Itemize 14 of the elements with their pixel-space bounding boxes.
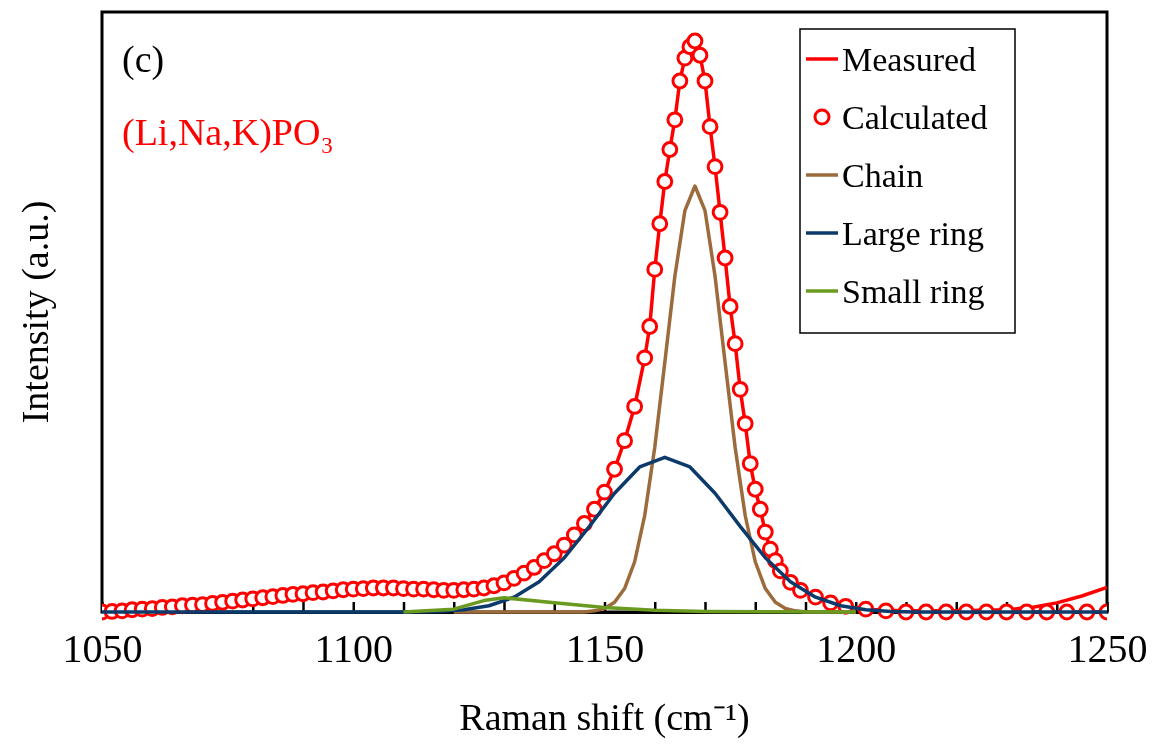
annotation: (Li,Na,K)PO₃ [122,111,334,154]
x-tick-label: 1200 [816,626,897,672]
legend-label: Measured [842,41,977,78]
x-tick-label: 1250 [1067,626,1148,672]
x-tick-label: 1100 [314,626,394,672]
legend-label: Small ring [842,273,985,310]
y-axis-title: Intensity (a.u.) [14,200,57,424]
legend-label: Calculated [842,99,988,136]
x-axis-title: Raman shift (cm⁻¹) [459,696,750,739]
annotation: (c) [122,38,165,81]
legend-label: Large ring [842,215,984,252]
x-tick-label: 1050 [62,626,143,672]
legend-label: Chain [842,157,924,194]
x-tick-label: 1150 [565,626,645,672]
